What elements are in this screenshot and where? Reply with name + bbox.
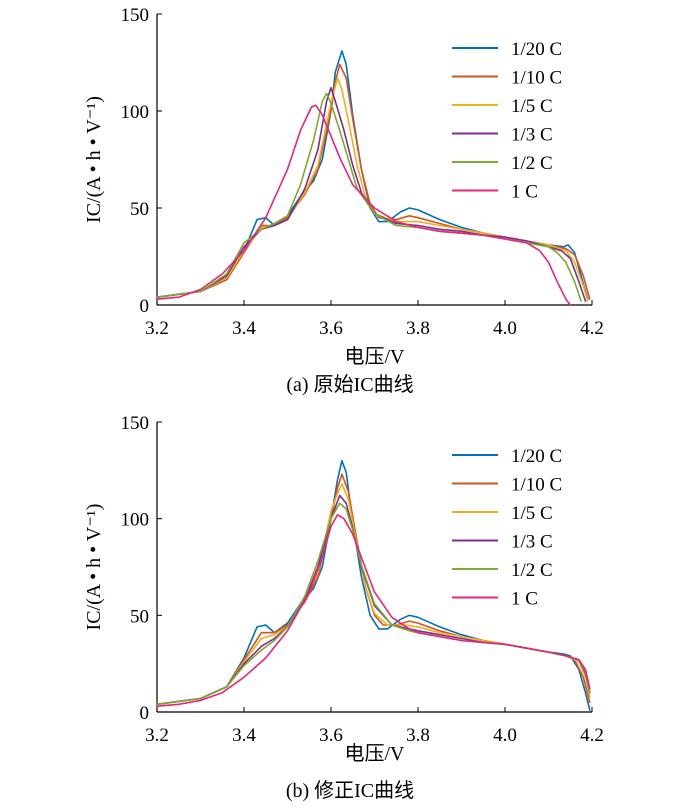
y-tick-label: 0 [140, 703, 150, 724]
legend-label: 1/3 C [511, 125, 553, 146]
x-tick-label: 4.2 [580, 725, 604, 746]
legend-label: 1/3 C [511, 532, 553, 553]
legend-label: 1 C [511, 589, 538, 610]
x-tick-label: 3.8 [406, 725, 430, 746]
series-line [156, 86, 587, 302]
y-axis-title: IC/(A • h • V⁻¹) [83, 96, 105, 223]
x-tick-label: 3.6 [319, 725, 343, 746]
x-tick-label: 4.2 [580, 318, 604, 339]
x-axis-title: 电压/V [345, 742, 406, 765]
x-tick-label: 3.2 [145, 318, 169, 339]
x-tick-label: 3.4 [232, 725, 256, 746]
legend-label: 1/20 C [511, 446, 562, 467]
x-axis-title: 电压/V [345, 345, 406, 368]
chart-caption: (a) 原始IC曲线 [286, 373, 413, 396]
x-tick-label: 3.2 [145, 725, 169, 746]
series-line [156, 514, 591, 707]
legend-label: 1/10 C [511, 68, 562, 89]
x-tick-label: 3.6 [319, 318, 343, 339]
x-tick-label: 4.0 [493, 318, 517, 339]
legend-label: 1/2 C [511, 560, 553, 581]
legend-label: 1/5 C [511, 503, 553, 524]
x-tick-label: 4.0 [493, 725, 517, 746]
y-tick-label: 0 [140, 296, 150, 317]
y-tick-label: 100 [121, 102, 150, 123]
legend-label: 1/10 C [511, 475, 562, 496]
y-tick-label: 100 [121, 510, 150, 531]
legend-label: 1 C [511, 182, 538, 203]
y-tick-label: 50 [130, 199, 149, 220]
legend-label: 1/5 C [511, 96, 553, 117]
series-line [156, 92, 582, 302]
x-tick-label: 3.8 [406, 318, 430, 339]
chart-caption: (b) 修正IC曲线 [286, 779, 414, 802]
chart-b: 3.2 3.4 3.6 3.8 4.0 4.2 0 50 100 150 电压/V IC/(A • h… [83, 413, 604, 802]
y-axis-title: IC/(A • h • V⁻¹) [83, 504, 105, 631]
y-tick-label: 150 [121, 413, 150, 434]
series-line [156, 459, 591, 711]
y-tick-label: 150 [121, 5, 150, 26]
chart-a: 3.2 3.4 3.6 3.8 4.0 4.2 0 50 100 150 电压/V IC/(A • h… [83, 5, 604, 396]
y-tick-label: 50 [130, 606, 149, 627]
x-tick-label: 3.4 [232, 318, 256, 339]
legend-label: 1/2 C [511, 153, 553, 174]
series-line [156, 104, 572, 306]
legend-label: 1/20 C [511, 39, 562, 60]
